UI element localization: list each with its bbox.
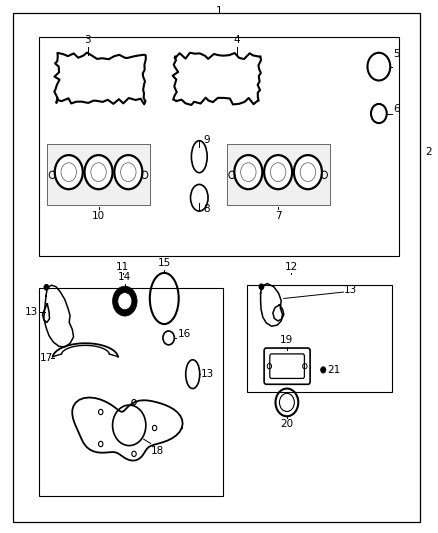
Text: 1: 1 [215,6,223,17]
Text: 13: 13 [25,307,39,317]
Text: 12: 12 [285,262,298,272]
Text: 16: 16 [177,329,191,338]
Text: 20: 20 [280,419,293,430]
Text: 9: 9 [204,135,210,145]
Text: 10: 10 [92,211,105,221]
Circle shape [114,155,142,189]
Text: 21: 21 [328,365,341,375]
Circle shape [113,286,137,316]
Bar [227,144,330,205]
Text: 8: 8 [204,204,210,214]
Bar [39,37,399,256]
Bar [247,285,392,392]
Circle shape [85,155,113,189]
Text: 7: 7 [275,211,282,221]
Text: 4: 4 [233,35,240,45]
Circle shape [234,155,262,189]
Text: 15: 15 [158,258,171,268]
Text: 6: 6 [393,104,399,114]
Text: 19: 19 [280,335,293,345]
Circle shape [55,155,83,189]
Text: 17: 17 [40,353,53,363]
Text: 5: 5 [393,50,399,59]
Text: 11: 11 [116,262,129,272]
Circle shape [321,367,326,373]
Bar [39,288,223,496]
Circle shape [259,284,264,289]
Text: 13: 13 [201,369,214,379]
Text: 2: 2 [425,147,431,157]
Circle shape [264,155,292,189]
Text: 3: 3 [84,35,91,45]
Text: 14: 14 [118,272,131,282]
Circle shape [44,285,49,290]
Text: 13: 13 [344,286,357,295]
Bar [47,144,150,205]
Circle shape [294,155,322,189]
Text: 18: 18 [151,446,164,456]
Circle shape [118,293,132,310]
